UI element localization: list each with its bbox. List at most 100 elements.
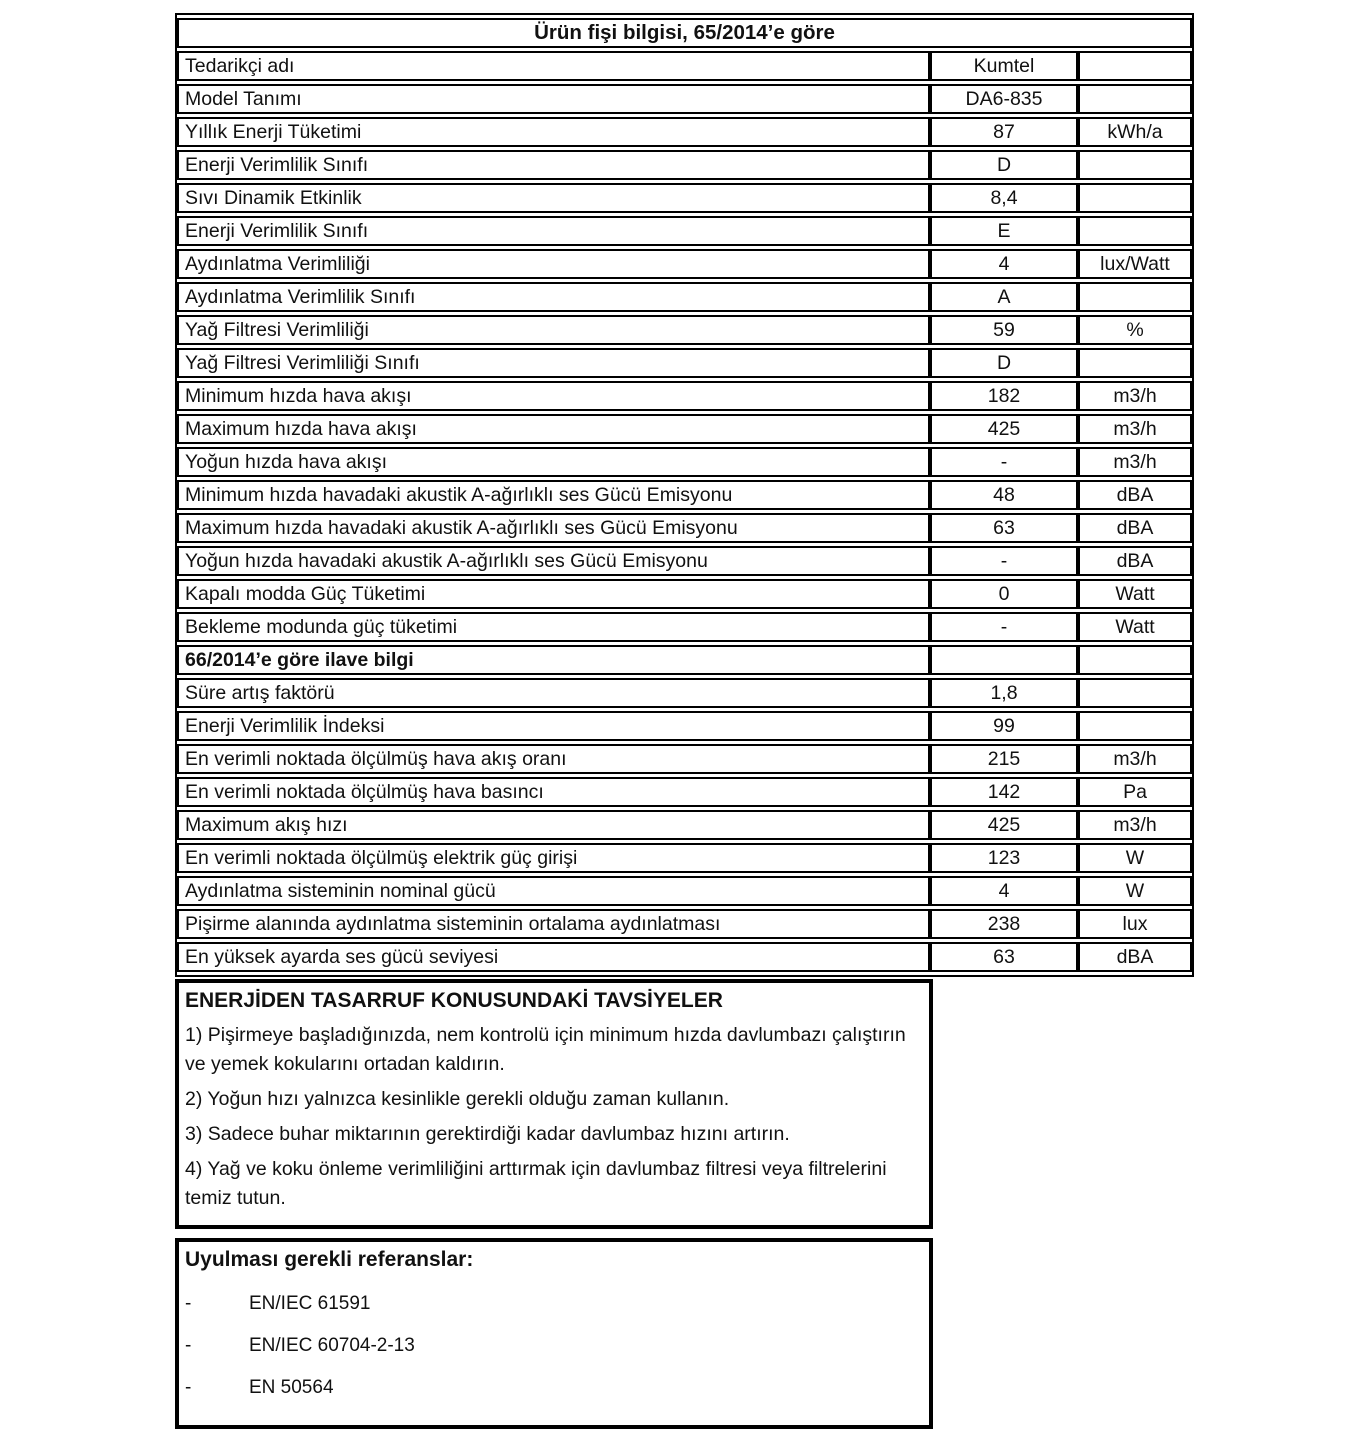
row-value: D — [930, 348, 1078, 378]
row-unit: % — [1078, 315, 1192, 345]
product-fiche-sheet: Ürün fişi bilgisi, 65/2014’e göre Tedari… — [175, 13, 1194, 1429]
row-unit — [1078, 678, 1192, 708]
energy-saving-advice-box: ENERJİDEN TASARRUF KONUSUNDAKİ TAVSİYELE… — [175, 979, 933, 1229]
row-label: Maximum hızda hava akışı — [177, 414, 930, 444]
references-title: Uyulması gerekli referanslar: — [185, 1247, 474, 1271]
row-label: Maximum hızda havadaki akustik A-ağırlık… — [177, 513, 930, 543]
row-unit: dBA — [1078, 480, 1192, 510]
table-row: Maximum hızda hava akışı 425 m3/h — [177, 414, 1192, 444]
row-unit — [1078, 645, 1192, 675]
reference-text: EN/IEC 61591 — [249, 1293, 371, 1315]
row-unit: m3/h — [1078, 744, 1192, 774]
row-unit: W — [1078, 843, 1192, 873]
advice-item: 3) Sadece buhar miktarının gerektirdiği … — [185, 1123, 790, 1146]
table-row: Tedarikçi adı Kumtel — [177, 51, 1192, 81]
table-row: Minimum hızda havadaki akustik A-ağırlık… — [177, 480, 1192, 510]
row-label: En verimli noktada ölçülmüş elektrik güç… — [177, 843, 930, 873]
row-value: 8,4 — [930, 183, 1078, 213]
row-value: - — [930, 447, 1078, 477]
row-label: Maximum akış hızı — [177, 810, 930, 840]
row-value: 0 — [930, 579, 1078, 609]
row-label: Minimum hızda havadaki akustik A-ağırlık… — [177, 480, 930, 510]
row-label: Minimum hızda hava akışı — [177, 381, 930, 411]
row-value: 123 — [930, 843, 1078, 873]
row-unit: Watt — [1078, 612, 1192, 642]
row-unit — [1078, 84, 1192, 114]
advice-item: 4) Yağ ve koku önleme verimliliğini artt… — [185, 1158, 887, 1209]
table-title: Ürün fişi bilgisi, 65/2014’e göre — [177, 18, 1192, 48]
row-label: Aydınlatma Verimlilik Sınıfı — [177, 282, 930, 312]
table-header-row: Ürün fişi bilgisi, 65/2014’e göre — [177, 18, 1192, 48]
row-value: 87 — [930, 117, 1078, 147]
row-value: 215 — [930, 744, 1078, 774]
row-unit: lux/Watt — [1078, 249, 1192, 279]
row-value — [930, 645, 1078, 675]
row-label: Enerji Verimlilik Sınıfı — [177, 216, 930, 246]
row-value: - — [930, 612, 1078, 642]
row-label: Kapalı modda Güç Tüketimi — [177, 579, 930, 609]
row-value: 4 — [930, 249, 1078, 279]
table-row: Maximum akış hızı 425 m3/h — [177, 810, 1192, 840]
row-label: En verimli noktada ölçülmüş hava basıncı — [177, 777, 930, 807]
row-label: Yoğun hızda havadaki akustik A-ağırlıklı… — [177, 546, 930, 576]
row-value: Kumtel — [930, 51, 1078, 81]
row-unit — [1078, 282, 1192, 312]
row-value: 63 — [930, 942, 1078, 972]
reference-item-list: - EN/IEC 61591 - EN/IEC 60704-2-13 - EN … — [185, 1293, 921, 1399]
row-unit: m3/h — [1078, 810, 1192, 840]
row-value: 59 — [930, 315, 1078, 345]
row-value: 425 — [930, 810, 1078, 840]
row-value: A — [930, 282, 1078, 312]
row-value: 48 — [930, 480, 1078, 510]
row-unit: W — [1078, 876, 1192, 906]
row-unit: m3/h — [1078, 414, 1192, 444]
reference-bullet: - — [185, 1293, 192, 1315]
table-row: En verimli noktada ölçülmüş elektrik güç… — [177, 843, 1192, 873]
row-label: Enerji Verimlilik İndeksi — [177, 711, 930, 741]
row-unit: Pa — [1078, 777, 1192, 807]
row-label: Yoğun hızda hava akışı — [177, 447, 930, 477]
reference-text: EN 50564 — [249, 1377, 334, 1399]
row-label: Aydınlatma Verimliliği — [177, 249, 930, 279]
table-row: En verimli noktada ölçülmüş hava basıncı… — [177, 777, 1192, 807]
table-row: Yıllık Enerji Tüketimi 87 kWh/a — [177, 117, 1192, 147]
table-row: Yoğun hızda havadaki akustik A-ağırlıklı… — [177, 546, 1192, 576]
table-row: Enerji Verimlilik Sınıfı D — [177, 150, 1192, 180]
row-label: Pişirme alanında aydınlatma sisteminin o… — [177, 909, 930, 939]
table-row: En yüksek ayarda ses gücü seviyesi 63 dB… — [177, 942, 1192, 972]
row-unit — [1078, 150, 1192, 180]
row-unit: dBA — [1078, 942, 1192, 972]
row-value: DA6-835 — [930, 84, 1078, 114]
row-label: Yağ Filtresi Verimliliği — [177, 315, 930, 345]
row-label: En verimli noktada ölçülmüş hava akış or… — [177, 744, 930, 774]
table-row: Yağ Filtresi Verimliliği Sınıfı D — [177, 348, 1192, 378]
row-label: 66/2014’e göre ilave bilgi — [177, 645, 930, 675]
row-label: Yıllık Enerji Tüketimi — [177, 117, 930, 147]
row-unit: m3/h — [1078, 447, 1192, 477]
row-value: E — [930, 216, 1078, 246]
row-value: 99 — [930, 711, 1078, 741]
table-row: Bekleme modunda güç tüketimi - Watt — [177, 612, 1192, 642]
row-unit: dBA — [1078, 546, 1192, 576]
row-unit — [1078, 51, 1192, 81]
table-row: Maximum hızda havadaki akustik A-ağırlık… — [177, 513, 1192, 543]
row-unit — [1078, 183, 1192, 213]
row-label: Yağ Filtresi Verimliliği Sınıfı — [177, 348, 930, 378]
row-value: 425 — [930, 414, 1078, 444]
table-row: Enerji Verimlilik Sınıfı E — [177, 216, 1192, 246]
row-unit: m3/h — [1078, 381, 1192, 411]
advice-item-list: 1) Pişirmeye başladığınızda, nem kontrol… — [185, 1021, 921, 1212]
table-body: Tedarikçi adı Kumtel Model Tanımı DA6-83… — [177, 51, 1192, 972]
row-label: Süre artış faktörü — [177, 678, 930, 708]
row-value: 142 — [930, 777, 1078, 807]
row-label: En yüksek ayarda ses gücü seviyesi — [177, 942, 930, 972]
reference-item: - EN 50564 — [185, 1377, 921, 1399]
reference-bullet: - — [185, 1335, 192, 1357]
row-label: Tedarikçi adı — [177, 51, 930, 81]
row-label: Sıvı Dinamik Etkinlik — [177, 183, 930, 213]
row-unit: Watt — [1078, 579, 1192, 609]
table-row: Minimum hızda hava akışı 182 m3/h — [177, 381, 1192, 411]
reference-item: - EN/IEC 61591 — [185, 1293, 921, 1315]
reference-text: EN/IEC 60704-2-13 — [249, 1335, 415, 1357]
table-row: Yağ Filtresi Verimliliği 59 % — [177, 315, 1192, 345]
